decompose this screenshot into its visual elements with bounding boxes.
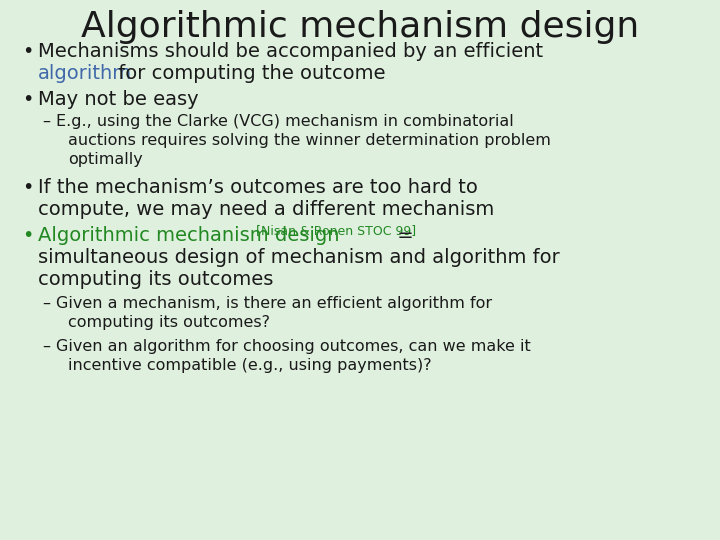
Text: Algorithmic mechanism design: Algorithmic mechanism design (81, 10, 639, 44)
Text: optimally: optimally (68, 152, 143, 167)
Text: •: • (22, 226, 33, 245)
Text: •: • (22, 178, 33, 197)
Text: –: – (42, 339, 50, 354)
Text: auctions requires solving the winner determination problem: auctions requires solving the winner det… (68, 133, 551, 148)
Text: incentive compatible (e.g., using payments)?: incentive compatible (e.g., using paymen… (68, 358, 431, 373)
Text: [Nisan & Ronen STOC 99]: [Nisan & Ronen STOC 99] (256, 224, 416, 237)
Text: Given an algorithm for choosing outcomes, can we make it: Given an algorithm for choosing outcomes… (56, 339, 531, 354)
Text: simultaneous design of mechanism and algorithm for: simultaneous design of mechanism and alg… (38, 248, 559, 267)
Text: •: • (22, 42, 33, 61)
Text: –: – (42, 296, 50, 311)
Text: May not be easy: May not be easy (38, 90, 199, 109)
Text: E.g., using the Clarke (VCG) mechanism in combinatorial: E.g., using the Clarke (VCG) mechanism i… (56, 114, 514, 129)
Text: Given a mechanism, is there an efficient algorithm for: Given a mechanism, is there an efficient… (56, 296, 492, 311)
Text: for computing the outcome: for computing the outcome (112, 64, 385, 83)
Text: =: = (391, 226, 414, 245)
Text: •: • (22, 90, 33, 109)
Text: computing its outcomes: computing its outcomes (38, 270, 274, 289)
Text: compute, we may need a different mechanism: compute, we may need a different mechani… (38, 200, 494, 219)
Text: algorithm: algorithm (38, 64, 132, 83)
Text: Algorithmic mechanism design: Algorithmic mechanism design (38, 226, 340, 245)
Text: Mechanisms should be accompanied by an efficient: Mechanisms should be accompanied by an e… (38, 42, 543, 61)
Text: computing its outcomes?: computing its outcomes? (68, 315, 270, 330)
Text: –: – (42, 114, 50, 129)
Text: If the mechanism’s outcomes are too hard to: If the mechanism’s outcomes are too hard… (38, 178, 478, 197)
